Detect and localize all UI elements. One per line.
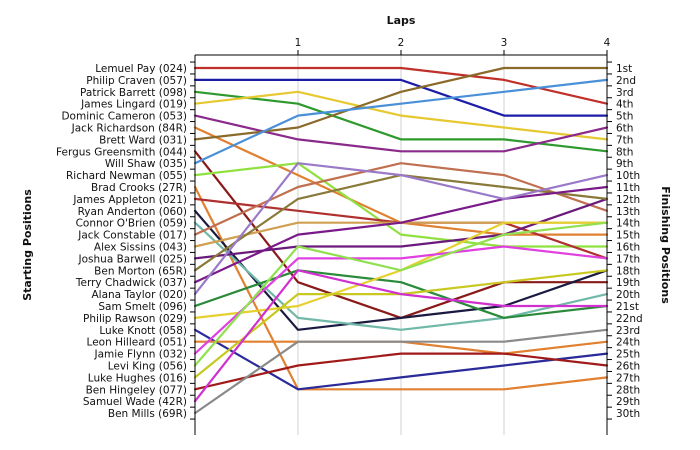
series-line-26 bbox=[193, 221, 609, 367]
finish-position-label: 18th bbox=[616, 265, 640, 277]
series-line-20 bbox=[193, 162, 609, 296]
finish-position-label: 29th bbox=[616, 396, 640, 408]
finish-position-label: 3rd bbox=[616, 87, 633, 99]
finish-position-label: 13th bbox=[616, 206, 640, 218]
finish-position-label: 5th bbox=[616, 111, 633, 123]
start-position-label: Luke Hughes (016) bbox=[88, 372, 187, 384]
series-line-23 bbox=[193, 328, 609, 391]
finish-position-label: 21st bbox=[616, 301, 639, 313]
series-line-9 bbox=[193, 78, 609, 165]
axis-layer bbox=[190, 50, 612, 435]
right-axis-title: Finishing Positions bbox=[659, 186, 672, 304]
start-position-label: Samuel Wade (42R) bbox=[83, 396, 187, 408]
finish-position-label: 7th bbox=[616, 134, 633, 146]
finish-position-label: 16th bbox=[616, 242, 640, 254]
finish-position-label: 4th bbox=[616, 99, 633, 111]
start-position-label: Ben Hingeley (077) bbox=[86, 384, 187, 396]
series-line-30 bbox=[193, 328, 609, 415]
series-line-21 bbox=[193, 269, 609, 319]
finish-position-label: 19th bbox=[616, 277, 640, 289]
finish-position-label: 25th bbox=[616, 349, 640, 361]
finish-position-label: 1st bbox=[616, 63, 632, 75]
start-position-label: Luke Knott (058) bbox=[99, 325, 187, 337]
finish-position-label: 26th bbox=[616, 361, 640, 373]
start-position-label: Jack Richardson (84R) bbox=[71, 123, 187, 135]
series-line-15 bbox=[193, 162, 609, 236]
start-position-label: Alana Taylor (020) bbox=[91, 289, 187, 301]
finish-position-label: 23rd bbox=[616, 325, 640, 337]
finish-position-label: 17th bbox=[616, 253, 640, 265]
finish-position-label: 9th bbox=[616, 158, 633, 170]
finish-position-label: 8th bbox=[616, 146, 633, 158]
start-position-label: Joshua Barwell (025) bbox=[78, 253, 187, 265]
start-position-label: Philip Rawson (029) bbox=[83, 313, 187, 325]
start-position-label: James Lingard (019) bbox=[80, 99, 187, 111]
x-axis-title: Laps bbox=[387, 14, 416, 27]
finish-position-label: 28th bbox=[616, 384, 640, 396]
series-layer bbox=[193, 66, 609, 415]
finish-position-label: 22nd bbox=[616, 313, 643, 325]
start-position-label: Jack Constable (017) bbox=[77, 230, 187, 242]
start-position-label: Levi King (056) bbox=[108, 361, 187, 373]
finish-position-label: 12th bbox=[616, 194, 640, 206]
start-position-label: Brad Crooks (27R) bbox=[91, 182, 187, 194]
x-tick-label: 1 bbox=[295, 37, 302, 49]
series-line-28 bbox=[193, 352, 609, 391]
start-position-label: Leon Hilleard (051) bbox=[87, 337, 187, 349]
finish-position-label: 24th bbox=[616, 337, 640, 349]
start-position-label: Terry Chadwick (037) bbox=[75, 277, 187, 289]
start-position-label: Fergus Greensmith (044) bbox=[56, 146, 187, 158]
finish-position-label: 15th bbox=[616, 230, 640, 242]
x-tick-label: 2 bbox=[398, 37, 405, 49]
start-position-label: Ryan Anderton (060) bbox=[78, 206, 187, 218]
finish-position-label: 30th bbox=[616, 408, 640, 420]
start-position-label: Brett Ward (031) bbox=[99, 134, 187, 146]
start-position-label: James Appleton (021) bbox=[72, 194, 187, 206]
start-position-label: Lemuel Pay (024) bbox=[95, 63, 187, 75]
series-line-19 bbox=[193, 185, 609, 284]
start-position-label: Sam Smelt (096) bbox=[98, 301, 187, 313]
finish-position-label: 20th bbox=[616, 289, 640, 301]
finish-position-label: 14th bbox=[616, 218, 640, 230]
series-line-4 bbox=[193, 90, 609, 141]
start-position-label: Jamie Flynn (032) bbox=[93, 349, 187, 361]
x-tick-label: 4 bbox=[604, 37, 611, 49]
start-position-label: Philip Craven (057) bbox=[86, 75, 187, 87]
series-line-25 bbox=[193, 245, 609, 355]
series-line-10 bbox=[193, 162, 609, 248]
start-position-label: Connor O'Brien (059) bbox=[76, 218, 187, 230]
finish-position-label: 27th bbox=[616, 372, 640, 384]
start-position-label: Ben Mills (69R) bbox=[108, 408, 187, 420]
start-position-label: Will Shaw (035) bbox=[105, 158, 187, 170]
series-line-2 bbox=[193, 78, 609, 117]
left-axis-title: Starting Positions bbox=[21, 189, 34, 301]
start-position-label: Richard Newman (055) bbox=[66, 170, 187, 182]
start-position-label: Alex Sissins (043) bbox=[94, 242, 187, 254]
x-tick-label: 3 bbox=[501, 37, 508, 49]
finish-position-label: 10th bbox=[616, 170, 640, 182]
start-position-label: Patrick Barrett (098) bbox=[80, 87, 187, 99]
finish-position-label: 6th bbox=[616, 123, 633, 135]
finish-position-label: 2nd bbox=[616, 75, 636, 87]
start-position-label: Dominic Cameron (053) bbox=[61, 111, 187, 123]
series-line-29 bbox=[193, 269, 609, 403]
start-position-label: Ben Morton (65R) bbox=[94, 265, 187, 277]
finish-position-label: 11th bbox=[616, 182, 640, 194]
